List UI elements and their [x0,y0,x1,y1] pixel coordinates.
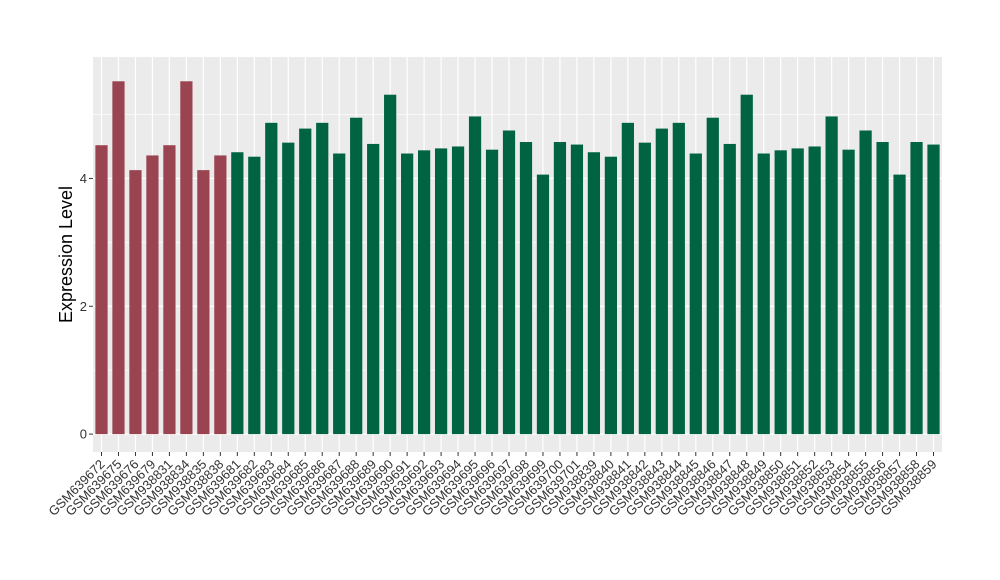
bar-GSM938834 [180,81,193,435]
bar-GSM639691 [401,153,414,435]
bar-GSM639672 [95,145,108,435]
bar-GSM938851 [791,148,804,435]
bar-GSM938845 [689,153,702,435]
bar-GSM938838 [214,155,227,435]
bar-GSM639688 [350,117,363,435]
bar-GSM938843 [655,128,668,435]
bar-GSM938847 [723,143,736,435]
y-tick-label: 4 [80,171,87,186]
bar-GSM639687 [333,153,346,435]
bar-GSM938857 [893,174,906,435]
bar-GSM938853 [825,116,838,435]
bar-GSM639698 [519,142,533,435]
bar-GSM938852 [808,146,821,435]
bar-GSM639681 [231,152,244,435]
bar-GSM938835 [197,170,210,435]
bar-GSM639683 [265,122,278,435]
y-axis-title: Expression Level [56,186,76,323]
bar-GSM639684 [282,142,295,435]
bars [95,81,940,435]
bar-GSM938858 [910,142,923,435]
x-axis: GSM639672GSM639675GSM639676GSM639679GSM9… [45,452,940,519]
bar-GSM639686 [316,122,329,435]
bar-GSM639682 [248,156,261,435]
bar-GSM639701 [570,144,584,435]
bar-GSM639700 [553,142,567,435]
bar-GSM639690 [384,94,397,435]
bar-GSM639685 [299,128,312,435]
bar-GSM938849 [757,153,770,435]
bar-GSM938846 [706,117,719,435]
bar-GSM938859 [927,144,940,435]
bar-GSM639694 [451,146,465,435]
bar-GSM639697 [502,130,516,435]
bar-GSM938848 [740,94,753,435]
bar-GSM938839 [587,152,601,435]
bar-GSM639693 [434,148,448,435]
bar-GSM938840 [604,156,618,435]
y-axis: 0 2 4 [80,171,93,442]
y-tick-label: 0 [80,427,87,442]
bar-GSM938855 [859,130,872,435]
bar-GSM639676 [129,170,142,435]
bar-GSM639696 [485,149,499,435]
bar-GSM639679 [146,155,159,435]
bar-GSM938844 [672,122,685,435]
y-tick-label: 2 [80,299,87,314]
bar-GSM938831 [163,145,176,435]
bar-GSM938850 [774,150,787,435]
bar-GSM639675 [112,81,125,435]
bar-GSM639699 [536,174,550,435]
bar-GSM938856 [876,142,889,435]
bar-GSM938841 [621,122,634,435]
bar-GSM639695 [468,116,482,435]
bar-GSM938842 [638,142,651,435]
bar-GSM639689 [367,143,380,435]
bar-GSM938854 [842,149,855,435]
bar-GSM639692 [417,150,431,435]
